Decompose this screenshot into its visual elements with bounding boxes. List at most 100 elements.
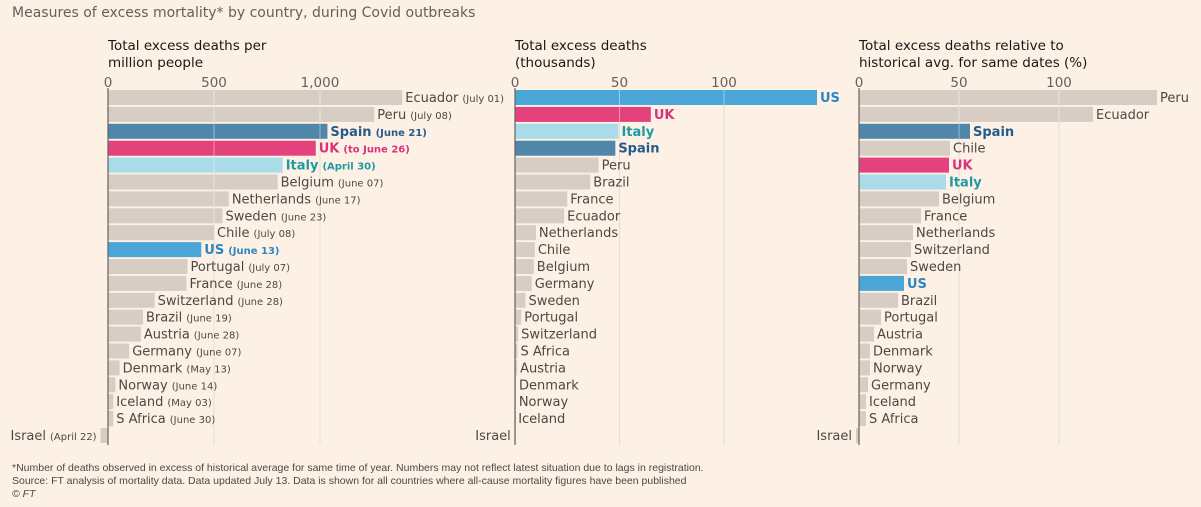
panel-3-bar-peru	[859, 90, 1157, 105]
panel-2-label-denmark: Denmark	[519, 378, 579, 393]
panel-2-category-name: Italy	[621, 125, 654, 140]
panel-2-label-austria: Austria	[520, 361, 566, 376]
panel-1-label-belgium: Belgium (June 07)	[281, 176, 384, 191]
panel-2-label-norway: Norway	[519, 395, 569, 410]
panel-1-title-line-2: million people	[108, 55, 204, 71]
panel-1-bar-belgium	[108, 174, 278, 190]
panel-2-bar-germany	[515, 275, 532, 291]
panel-2-category-name: Israel	[475, 429, 511, 444]
panel-2-label-belgium: Belgium	[537, 260, 590, 275]
panel-3-bar-portugal	[859, 309, 881, 325]
panel-1-bar-netherlands	[108, 191, 229, 207]
footnote-definition: *Number of deaths observed in excess of …	[12, 462, 704, 474]
panel-1-category-name: S Africa	[116, 412, 165, 427]
panel-2-bar-us	[515, 90, 818, 105]
panel-1-category-name: Belgium	[281, 176, 334, 191]
panel-1-label-chile: Chile (July 08)	[217, 226, 295, 241]
panel-1-category-name: Chile	[217, 226, 250, 241]
panel-1-category-name: Austria	[144, 328, 190, 343]
panel-3-title-line-2: historical avg. for same dates (%)	[859, 55, 1088, 71]
panel-1-date-label: (June 07)	[338, 179, 384, 190]
panel-2-label-france: France	[570, 192, 613, 207]
panel-3-title-line-1: Total excess deaths relative to	[859, 38, 1064, 54]
panel-1-date-label: (April 30)	[322, 162, 375, 173]
panel-2-bar-italy	[515, 123, 619, 139]
panel-1-label-germany: Germany (June 07)	[132, 345, 241, 360]
panel-2-bar-france	[515, 191, 568, 207]
panel-1-bar-ecuador	[108, 90, 403, 105]
panel-3-bar-us	[859, 275, 904, 291]
panel-1-bar-denmark	[108, 360, 120, 376]
panel-3-category-name: Ecuador	[1096, 108, 1150, 123]
panel-1-date-label: (June 13)	[228, 246, 279, 257]
panel-2-label-germany: Germany	[535, 277, 595, 292]
panel-1-label-france: France (June 28)	[189, 277, 282, 292]
panel-2-title: Total excess deaths (thousands)	[515, 38, 647, 72]
panel-2-category-name: Chile	[538, 243, 571, 258]
panel-3-category-name: Belgium	[942, 192, 995, 207]
panel-2-bar-uk	[515, 106, 651, 122]
panel-2-tick-label: 0	[511, 75, 520, 91]
panel-1-category-name: Norway	[118, 378, 168, 393]
panel-1-bar-sweden	[108, 208, 223, 224]
panel-3-tick-label: 0	[855, 75, 864, 91]
panel-2-label-iceland: Iceland	[518, 412, 565, 427]
panel-2-tick-label: 50	[611, 75, 628, 91]
panel-1-bar-norway	[108, 377, 116, 393]
panel-1-label-peru: Peru (July 08)	[377, 108, 452, 123]
panel-3-label-portugal: Portugal	[884, 311, 938, 326]
panel-1-bar-s-africa	[108, 411, 114, 427]
panel-1-date-label: (June 28)	[194, 331, 240, 342]
panel-3-label-s-africa: S Africa	[869, 412, 918, 427]
panel-3-category-name: Sweden	[910, 260, 961, 275]
panel-2-label-spain: Spain	[618, 142, 659, 157]
panel-3-category-name: Norway	[873, 361, 923, 376]
panel-2-bar-spain	[515, 140, 616, 156]
panel-3-label-france: France	[924, 209, 967, 224]
panel-1-bar-peru	[108, 106, 375, 122]
panel-2-bar-s-africa	[515, 343, 518, 359]
panel-1-date-label: (June 07)	[196, 348, 242, 359]
panel-3-bar-s-africa	[859, 411, 866, 427]
panel-3-label-us: US	[907, 277, 927, 292]
panel-2-label-portugal: Portugal	[524, 311, 578, 326]
panel-3-category-name: US	[907, 277, 927, 292]
panel-1-label-iceland: Iceland (May 03)	[116, 395, 212, 410]
panel-2-title-line-1: Total excess deaths	[515, 38, 647, 54]
panel-2-category-name: Germany	[535, 277, 595, 292]
panel-1-date-label: (June 23)	[281, 212, 327, 223]
panel-1-date-label: (June 19)	[186, 314, 232, 325]
panel-1-category-name: Switzerland	[158, 294, 234, 309]
panel-2-label-uk: UK	[654, 108, 676, 123]
panel-3-bar-netherlands	[859, 225, 913, 241]
panel-1-bar-france	[108, 275, 187, 291]
panel-2-bar-portugal	[515, 309, 522, 325]
panel-3-bar-israel	[856, 428, 859, 443]
panel-2-bar-peru	[515, 157, 599, 173]
panel-3-label-chile: Chile	[953, 142, 986, 157]
panel-2-category-name: Austria	[520, 361, 566, 376]
panel-3-label-netherlands: Netherlands	[916, 226, 995, 241]
panel-1-category-name: Israel	[10, 429, 46, 444]
panel-2-bar-austria	[515, 360, 518, 376]
panel-1-label-denmark: Denmark (May 13)	[123, 361, 231, 376]
panel-3-category-name: Peru	[1160, 91, 1189, 106]
panel-1-bar-portugal	[108, 259, 188, 274]
panel-3-label-israel: Israel	[816, 429, 852, 444]
panel-2-category-name: Switzerland	[521, 328, 597, 343]
panel-3-tick-label: 50	[950, 75, 967, 91]
panel-2-category-name: Iceland	[518, 412, 565, 427]
panel-3-bar-italy	[859, 174, 946, 190]
panel-2-bar-ecuador	[515, 208, 565, 224]
panel-3-bar-uk	[859, 157, 949, 173]
panel-1-title: Total excess deaths per million people	[108, 38, 266, 72]
panel-3-bar-chile	[859, 140, 950, 156]
panel-2-label-sweden: Sweden	[528, 294, 579, 309]
panel-1-label-uk: UK (to June 26)	[319, 142, 410, 157]
panel-2-label-netherlands: Netherlands	[539, 226, 618, 241]
panel-1-date-label: (May 13)	[186, 364, 230, 375]
panel-1-date-label: (May 03)	[167, 398, 211, 409]
panel-2-label-peru: Peru	[602, 159, 631, 174]
panel-2-category-name: S Africa	[521, 345, 570, 360]
panel-3-bar-austria	[859, 326, 874, 342]
